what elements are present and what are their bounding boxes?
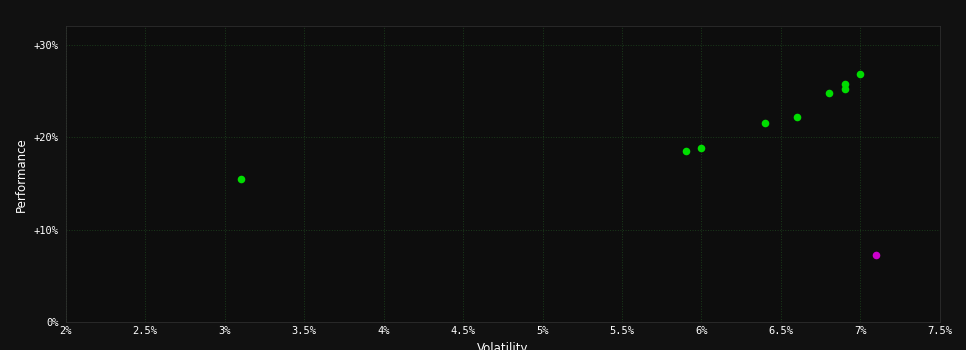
Point	[789, 114, 805, 120]
Point	[853, 71, 868, 77]
Point	[757, 120, 773, 126]
Point	[821, 90, 837, 96]
Point	[678, 148, 694, 154]
X-axis label: Volatility: Volatility	[477, 342, 528, 350]
Y-axis label: Performance: Performance	[15, 137, 28, 211]
Point	[837, 86, 852, 92]
Point	[694, 146, 709, 151]
Point	[233, 176, 248, 182]
Point	[837, 81, 852, 86]
Point	[868, 253, 884, 258]
